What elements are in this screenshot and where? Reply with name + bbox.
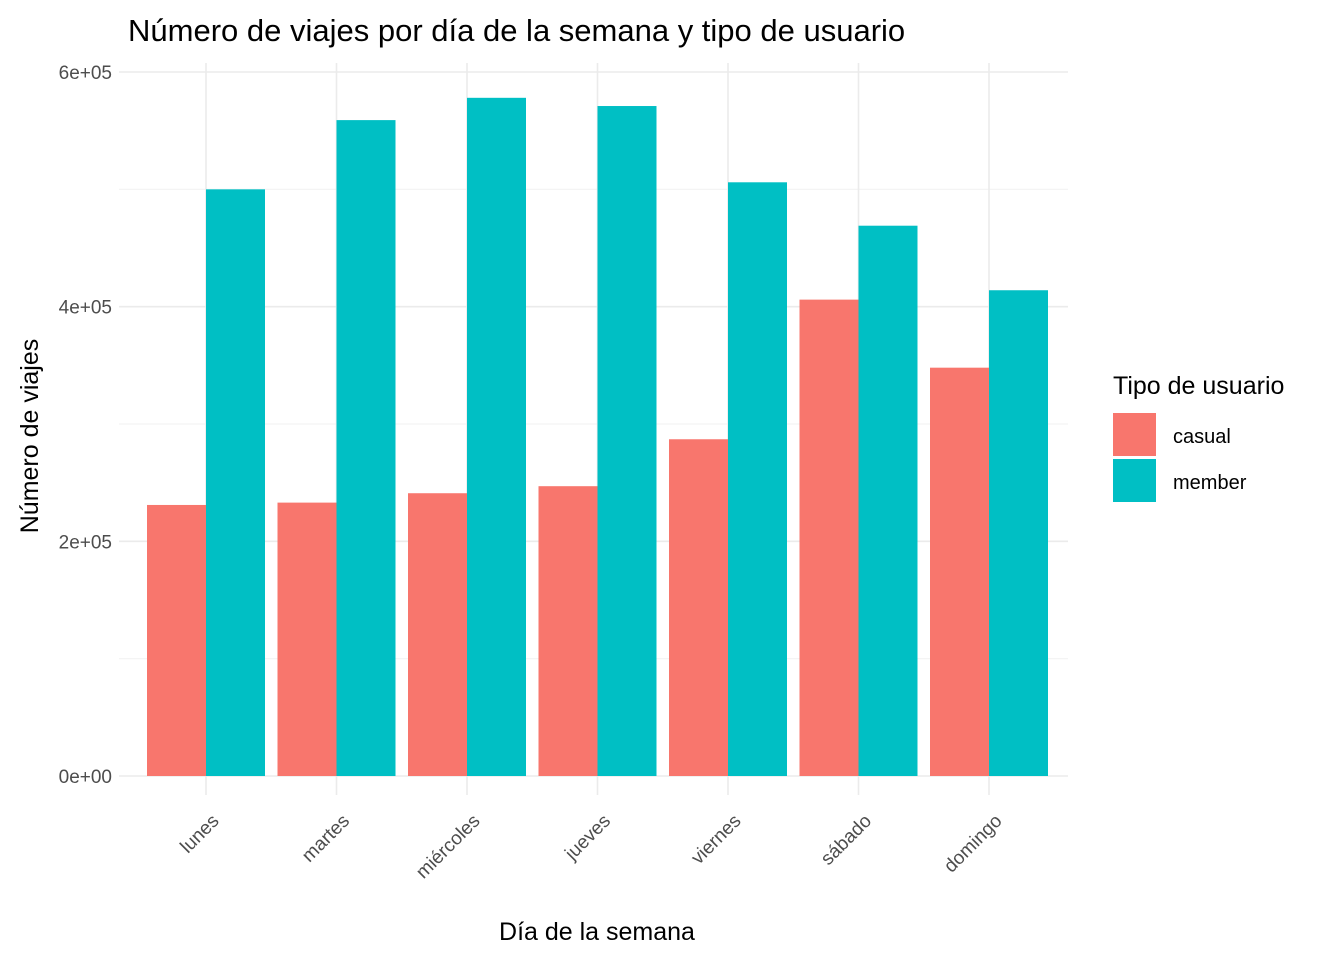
bar-casual-0	[147, 504, 206, 776]
legend-key-casual	[1113, 413, 1156, 456]
x-tick-label: domingo	[940, 811, 1006, 877]
legend: Tipo de usuario casual member	[1113, 372, 1284, 502]
bar-member-0	[206, 189, 265, 777]
x-axis-ticks: lunes martes miércoles jueves viernes sábado d…	[177, 811, 1007, 883]
legend-label-casual: casual	[1173, 426, 1231, 448]
bar-member-2	[467, 97, 526, 776]
bar-member-3	[597, 106, 657, 776]
y-tick-label: 6e+05	[59, 63, 112, 84]
y-tick-label: 4e+05	[59, 298, 112, 319]
y-tick-label: 2e+05	[59, 532, 112, 553]
x-tick-label: lunes	[177, 811, 224, 858]
x-axis-title: Día de la semana	[499, 918, 695, 946]
x-tick-label: martes	[298, 811, 354, 867]
bar-casual-2	[408, 493, 467, 776]
bar-member-6	[989, 290, 1048, 776]
legend-label-member: member	[1173, 472, 1247, 494]
x-tick-label: jueves	[561, 811, 615, 865]
x-tick-label: miércoles	[412, 811, 484, 883]
legend-key-member	[1113, 459, 1156, 502]
legend-items: casual member	[1113, 413, 1247, 502]
y-axis-ticks: 0e+00 2e+05 4e+05 6e+05	[59, 63, 112, 788]
bar-member-5	[858, 225, 918, 776]
y-axis-title: Número de viajes	[16, 339, 44, 534]
bar-member-1	[336, 120, 396, 776]
x-tick-label: sábado	[817, 811, 876, 870]
chart-title: Número de viajes por día de la semana y …	[128, 13, 905, 48]
x-tick-label: viernes	[687, 811, 745, 869]
bar-casual-4	[669, 439, 728, 776]
bars	[147, 97, 1048, 777]
bar-casual-6	[930, 367, 989, 776]
legend-title: Tipo de usuario	[1113, 372, 1284, 400]
bar-casual-5	[799, 299, 859, 776]
y-tick-label: 0e+00	[59, 767, 112, 788]
bar-member-4	[728, 182, 787, 776]
bar-casual-1	[277, 502, 337, 776]
bar-casual-3	[538, 486, 598, 776]
